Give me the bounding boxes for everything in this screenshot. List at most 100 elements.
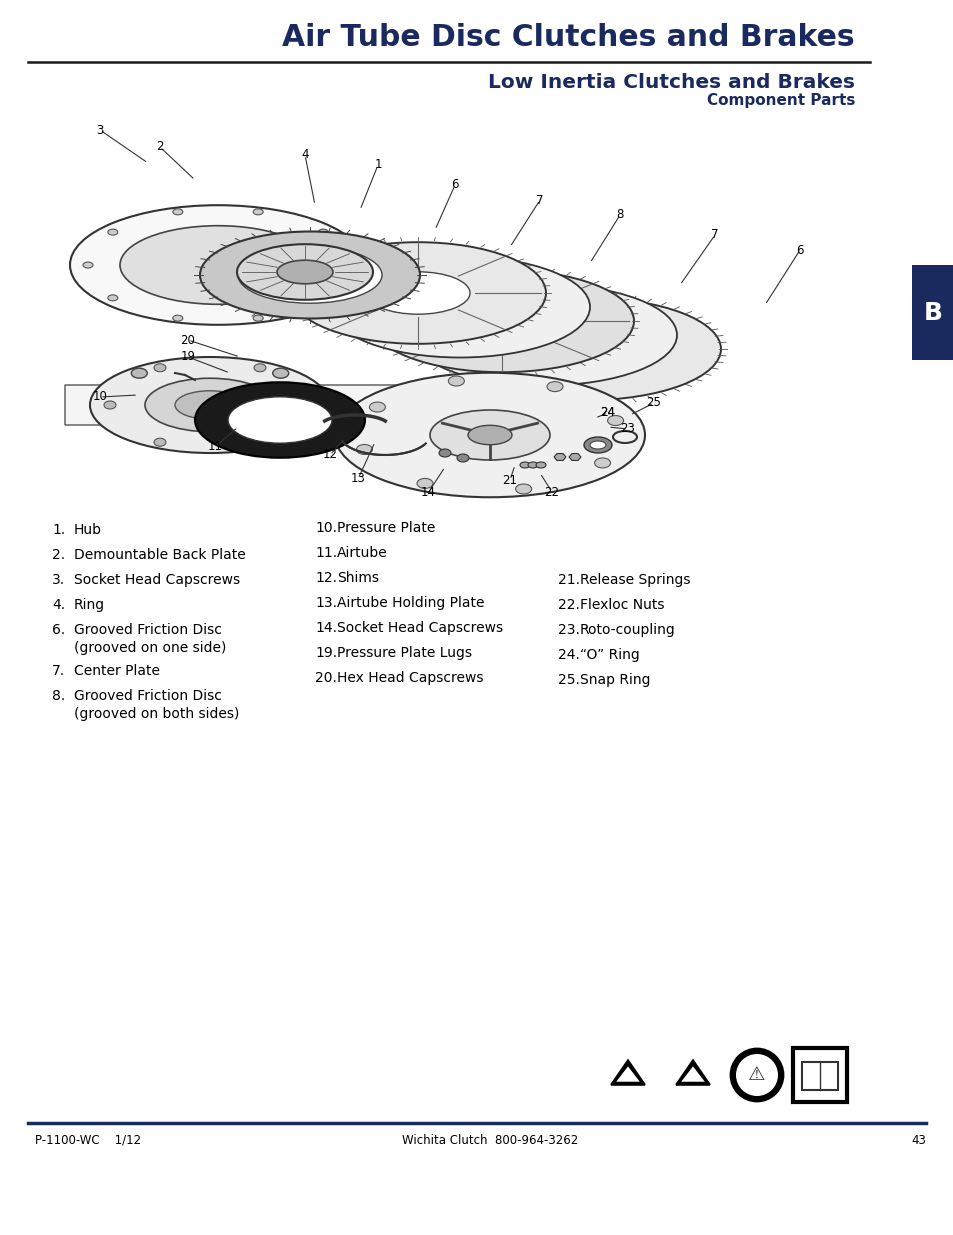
Text: 13.: 13. bbox=[314, 597, 336, 610]
Text: 19.: 19. bbox=[314, 646, 336, 659]
Ellipse shape bbox=[273, 368, 289, 378]
Text: 23.: 23. bbox=[558, 622, 579, 637]
Ellipse shape bbox=[253, 315, 263, 321]
Ellipse shape bbox=[531, 327, 640, 372]
Polygon shape bbox=[680, 1066, 704, 1082]
Text: 21.: 21. bbox=[558, 573, 579, 587]
Text: Hub: Hub bbox=[74, 522, 102, 537]
Text: 13: 13 bbox=[350, 473, 365, 485]
Text: 3: 3 bbox=[96, 124, 104, 137]
Ellipse shape bbox=[108, 295, 118, 301]
Ellipse shape bbox=[490, 314, 598, 357]
Text: 22: 22 bbox=[544, 485, 558, 499]
Ellipse shape bbox=[290, 242, 545, 343]
Ellipse shape bbox=[237, 247, 381, 304]
Ellipse shape bbox=[200, 231, 419, 319]
Text: Air Tube Disc Clutches and Brakes: Air Tube Disc Clutches and Brakes bbox=[282, 22, 854, 52]
Text: 10.: 10. bbox=[314, 521, 336, 535]
Ellipse shape bbox=[120, 226, 315, 304]
Text: 12.: 12. bbox=[314, 571, 336, 585]
Ellipse shape bbox=[153, 364, 166, 372]
Text: 43: 43 bbox=[910, 1134, 925, 1146]
Text: 19: 19 bbox=[180, 351, 195, 363]
Ellipse shape bbox=[70, 205, 366, 325]
Text: 22.: 22. bbox=[558, 598, 579, 613]
Ellipse shape bbox=[108, 230, 118, 235]
Bar bbox=[792, 1049, 846, 1102]
Ellipse shape bbox=[370, 269, 634, 372]
Text: 14.: 14. bbox=[314, 621, 336, 635]
Ellipse shape bbox=[104, 401, 116, 409]
Text: Release Springs: Release Springs bbox=[579, 573, 690, 587]
Text: Component Parts: Component Parts bbox=[706, 93, 854, 107]
Ellipse shape bbox=[438, 450, 451, 457]
Polygon shape bbox=[554, 453, 565, 461]
Text: 24.: 24. bbox=[558, 648, 579, 662]
Text: 8.: 8. bbox=[52, 689, 65, 703]
Text: Wichita Clutch  800-964-3262: Wichita Clutch 800-964-3262 bbox=[401, 1134, 578, 1146]
Text: 20: 20 bbox=[180, 333, 195, 347]
Ellipse shape bbox=[236, 245, 373, 300]
Text: 11.: 11. bbox=[314, 546, 336, 559]
Ellipse shape bbox=[253, 438, 266, 446]
Text: 10: 10 bbox=[92, 390, 108, 404]
Text: 6.: 6. bbox=[52, 622, 65, 637]
Ellipse shape bbox=[343, 262, 353, 268]
Text: Airtube: Airtube bbox=[336, 546, 387, 559]
Ellipse shape bbox=[449, 299, 555, 342]
Ellipse shape bbox=[194, 383, 365, 458]
Text: Low Inertia Clutches and Brakes: Low Inertia Clutches and Brakes bbox=[488, 73, 854, 91]
Ellipse shape bbox=[90, 357, 330, 453]
Text: 7: 7 bbox=[711, 228, 718, 242]
Text: Pressure Plate Lugs: Pressure Plate Lugs bbox=[336, 646, 472, 659]
Text: 23: 23 bbox=[619, 422, 635, 436]
Text: Hex Head Capscrews: Hex Head Capscrews bbox=[336, 671, 483, 685]
Ellipse shape bbox=[253, 364, 266, 372]
Ellipse shape bbox=[405, 285, 515, 330]
Text: 24: 24 bbox=[599, 406, 615, 420]
Text: 24: 24 bbox=[599, 406, 615, 420]
Ellipse shape bbox=[174, 390, 245, 419]
Ellipse shape bbox=[527, 462, 537, 468]
Ellipse shape bbox=[468, 425, 512, 445]
Text: 14: 14 bbox=[420, 487, 435, 499]
Text: 20.: 20. bbox=[314, 671, 336, 685]
Text: Ring: Ring bbox=[74, 598, 105, 613]
Text: 12: 12 bbox=[322, 448, 337, 462]
Ellipse shape bbox=[253, 209, 263, 215]
Text: Grooved Friction Disc: Grooved Friction Disc bbox=[74, 689, 222, 703]
Text: Flexloc Nuts: Flexloc Nuts bbox=[579, 598, 664, 613]
Text: 21: 21 bbox=[502, 473, 517, 487]
Polygon shape bbox=[616, 1066, 639, 1082]
Text: 1: 1 bbox=[374, 158, 381, 172]
Text: Center Plate: Center Plate bbox=[74, 664, 160, 678]
Text: Demountable Back Plate: Demountable Back Plate bbox=[74, 548, 246, 562]
Polygon shape bbox=[676, 1061, 709, 1084]
Text: 25.: 25. bbox=[558, 673, 579, 687]
Ellipse shape bbox=[304, 401, 315, 409]
Ellipse shape bbox=[366, 272, 470, 314]
Text: 3.: 3. bbox=[52, 573, 65, 587]
Text: Socket Head Capscrews: Socket Head Capscrews bbox=[74, 573, 240, 587]
Text: 7: 7 bbox=[536, 194, 543, 206]
Ellipse shape bbox=[456, 454, 469, 462]
Text: 7.: 7. bbox=[52, 664, 65, 678]
Ellipse shape bbox=[516, 484, 531, 494]
Text: Roto-coupling: Roto-coupling bbox=[579, 622, 675, 637]
Text: 4: 4 bbox=[301, 148, 309, 162]
Text: Airtube Holding Plate: Airtube Holding Plate bbox=[336, 597, 484, 610]
Text: Socket Head Capscrews: Socket Head Capscrews bbox=[336, 621, 502, 635]
Ellipse shape bbox=[546, 382, 562, 391]
Ellipse shape bbox=[330, 257, 589, 357]
Polygon shape bbox=[65, 385, 569, 466]
Text: 6: 6 bbox=[451, 179, 458, 191]
Ellipse shape bbox=[607, 415, 623, 426]
Text: B: B bbox=[923, 301, 942, 325]
Ellipse shape bbox=[448, 375, 464, 387]
Ellipse shape bbox=[318, 295, 328, 301]
Text: 2.: 2. bbox=[52, 548, 65, 562]
Text: P-1100-WC    1/12: P-1100-WC 1/12 bbox=[35, 1134, 141, 1146]
Text: 4.: 4. bbox=[52, 598, 65, 613]
Ellipse shape bbox=[335, 373, 644, 498]
Ellipse shape bbox=[430, 410, 550, 459]
